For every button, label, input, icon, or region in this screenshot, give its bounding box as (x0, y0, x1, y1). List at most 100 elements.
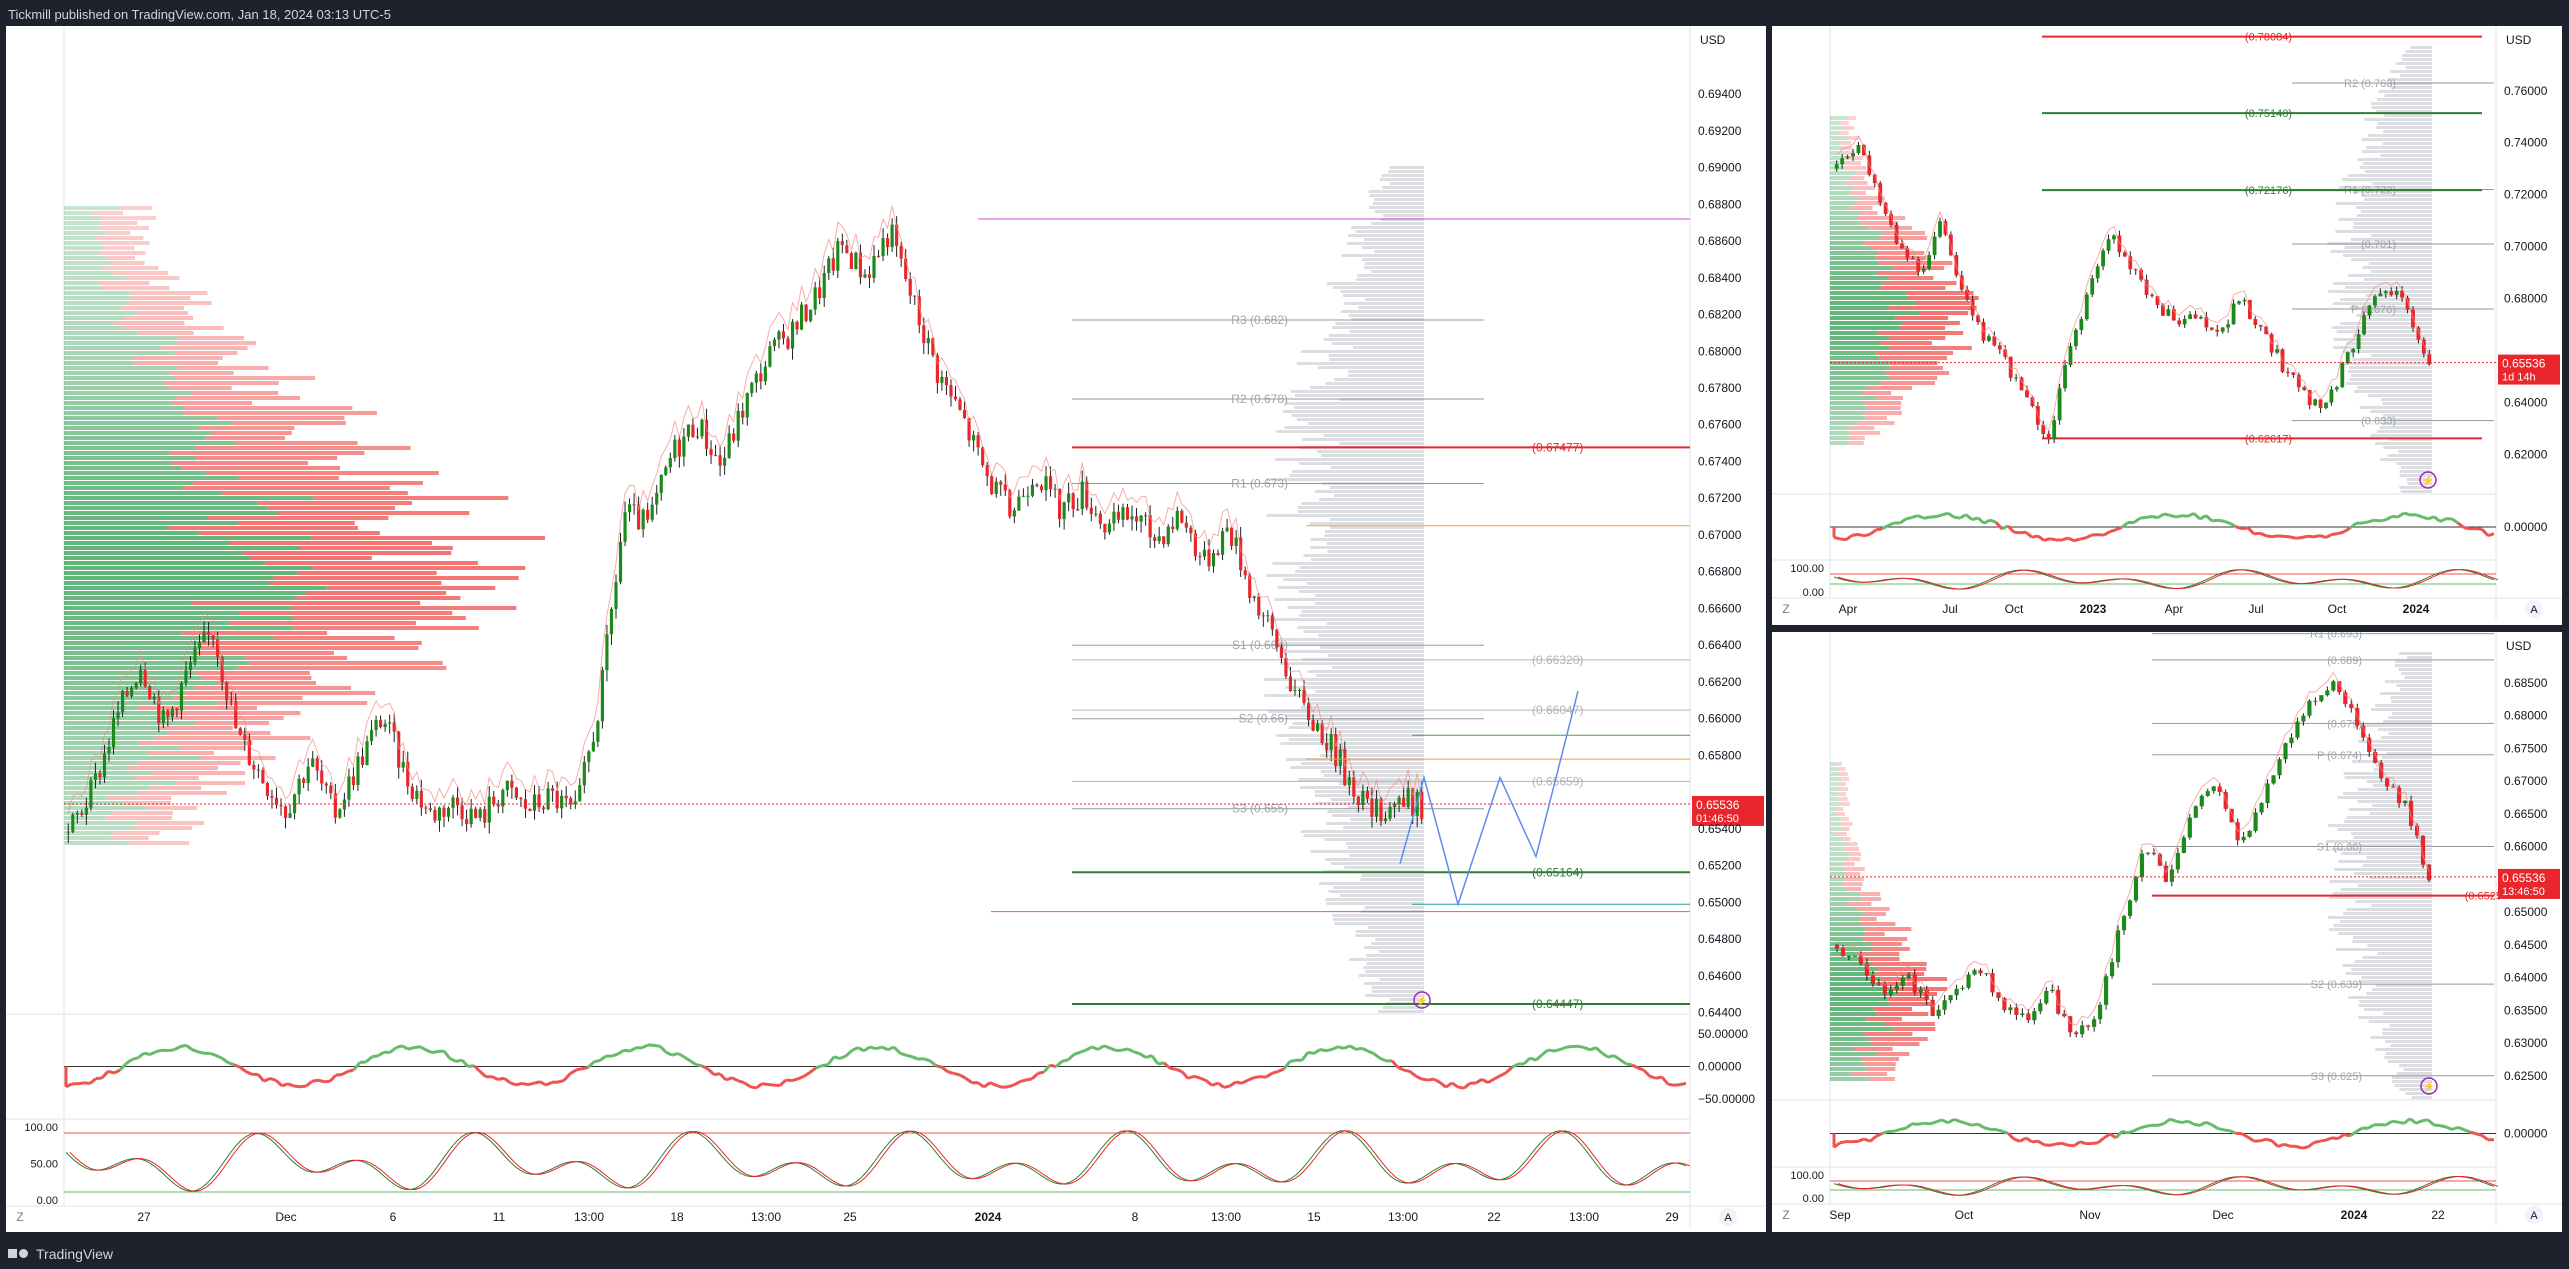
pivot-label: S1 (0.664) (1232, 638, 1288, 652)
candle (1861, 144, 1866, 156)
momentum-segment (892, 1046, 902, 1055)
time-tick-label: 6 (390, 1210, 397, 1224)
candle (365, 741, 369, 765)
volume-bar-down (130, 296, 191, 300)
volume-bar-down (273, 636, 395, 640)
volume-bar-up (1830, 276, 1889, 280)
candle (1030, 484, 1035, 496)
price-tick-label: 0.68600 (1698, 234, 1742, 248)
momentum-segment (1481, 1078, 1489, 1084)
price-tick-label: 0.68000 (2504, 709, 2548, 723)
volume-bar-up (1830, 992, 1898, 996)
momentum-segment (881, 1045, 889, 1052)
volume-bar-up (1830, 892, 1860, 896)
chart-panel-main[interactable]: USD R3 (0.682) R2 (0.678) R1 (0.673) S1 (0.6… (6, 26, 1766, 1232)
volume-bar-up (1830, 256, 1876, 260)
volume-bar-down (181, 631, 328, 635)
volume-bar (1338, 782, 1424, 785)
volume-bar-down (1836, 762, 1843, 766)
volume-bar-down (104, 246, 135, 250)
candle (1352, 777, 1356, 797)
candle (849, 253, 853, 270)
volume-bar-down (1859, 211, 1878, 215)
volume-bar-up (64, 636, 274, 640)
volume-bar-down (1858, 196, 1885, 200)
volume-bar (1332, 814, 1424, 817)
candle (2106, 239, 2111, 251)
volume-bar-up (1830, 882, 1843, 886)
volume-bar (1349, 958, 1424, 961)
candle (293, 794, 297, 814)
volume-bar-down (242, 551, 452, 555)
candle (2302, 387, 2307, 391)
time-tick-label: 2024 (2341, 1208, 2368, 1222)
axis-letter-a: A (1724, 1212, 1732, 1224)
volume-bar (1314, 794, 1424, 797)
momentum-segment (2067, 1143, 2075, 1148)
volume-bar-down (191, 391, 279, 395)
candle (2217, 786, 2222, 793)
volume-bar (1321, 454, 1424, 457)
volume-bar (1369, 206, 1424, 209)
volume-bar-down (1854, 171, 1871, 175)
chart-panel-daily[interactable]: USD R1 (0.693) (0.689) (0.679) P (0.674) S1 (… (1772, 632, 2562, 1232)
volume-bar (1371, 986, 1424, 989)
momentum-segment (2006, 524, 2016, 534)
brand[interactable]: TradingView (8, 1246, 113, 1262)
momentum-segment (2337, 530, 2345, 536)
candle (2416, 327, 2421, 340)
volume-bar-up (64, 376, 176, 380)
volume-bar (1364, 262, 1424, 265)
pivot-label: R3 (0.682) (1231, 313, 1288, 327)
volume-bar-up (64, 696, 174, 700)
volume-bar-down (193, 481, 423, 485)
candle (587, 751, 591, 762)
volume-bar (1366, 962, 1424, 965)
chart-panel-weekly[interactable]: USD R2 (0.763) R1 (0.722) (0.701) P (0.676)(… (1772, 26, 2562, 625)
momentum-segment (2163, 1117, 2171, 1125)
candle (2414, 825, 2420, 836)
candle (1067, 493, 1071, 503)
candle (401, 761, 405, 768)
candle (2259, 803, 2264, 813)
volume-bar-up (64, 786, 149, 790)
price-axis: 0.685000.680000.675000.670000.665000.660… (2504, 676, 2548, 1083)
momentum-segment (2451, 517, 2459, 525)
volume-bar-down (1861, 1057, 1900, 1061)
price-tick-label: 0.68800 (1698, 197, 1742, 211)
volume-bar-up (64, 591, 306, 595)
candle (2340, 363, 2345, 388)
candle (2175, 852, 2180, 870)
volume-bar-up (1830, 136, 1848, 140)
momentum-segment (1905, 516, 1913, 521)
volume-bar (1289, 474, 1424, 477)
candle (1406, 788, 1410, 807)
volume-bar-up (64, 496, 314, 500)
time-tick-label: Dec (2212, 1208, 2233, 1222)
volume-bar-up (1830, 311, 1920, 315)
candle (541, 807, 546, 810)
candle (953, 396, 958, 400)
volume-bar (1340, 894, 1424, 897)
volume-bar-up (1830, 141, 1840, 145)
volume-bar-up (1830, 837, 1843, 841)
momentum-segment (281, 1082, 289, 1088)
momentum-segment (653, 1043, 661, 1048)
candle (2080, 1025, 2085, 1035)
momentum-segment (2469, 1130, 2477, 1136)
volume-bar (2411, 1096, 2432, 1099)
oscillator-tick-label: 100.00 (1790, 563, 1824, 575)
candle (1098, 513, 1102, 524)
candle (469, 808, 473, 825)
candle (994, 481, 998, 494)
candle (256, 769, 260, 771)
candle (2420, 835, 2426, 865)
candle (356, 756, 360, 785)
volume-bar-down (134, 776, 199, 780)
volume-bar-up (1830, 411, 1864, 415)
momentum-segment (2199, 1120, 2207, 1127)
candle (1044, 476, 1048, 491)
